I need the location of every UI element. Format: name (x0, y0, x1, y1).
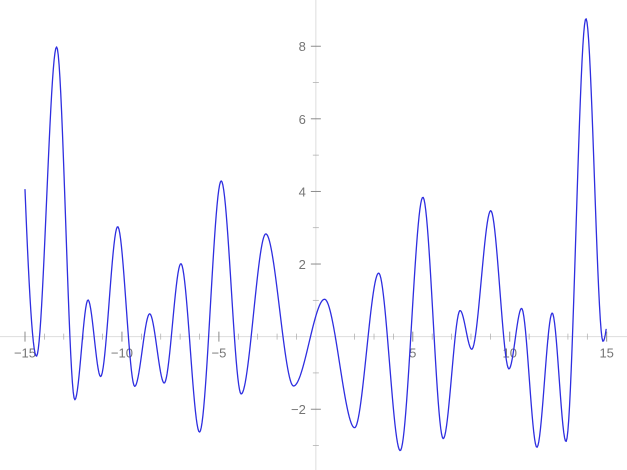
svg-text:−15: −15 (14, 346, 36, 361)
svg-text:−5: −5 (211, 346, 226, 361)
svg-text:4: 4 (299, 184, 306, 199)
svg-text:8: 8 (299, 39, 306, 54)
svg-text:6: 6 (299, 112, 306, 127)
svg-text:15: 15 (599, 346, 613, 361)
svg-text:2: 2 (299, 257, 306, 272)
svg-text:−2: −2 (291, 402, 306, 417)
